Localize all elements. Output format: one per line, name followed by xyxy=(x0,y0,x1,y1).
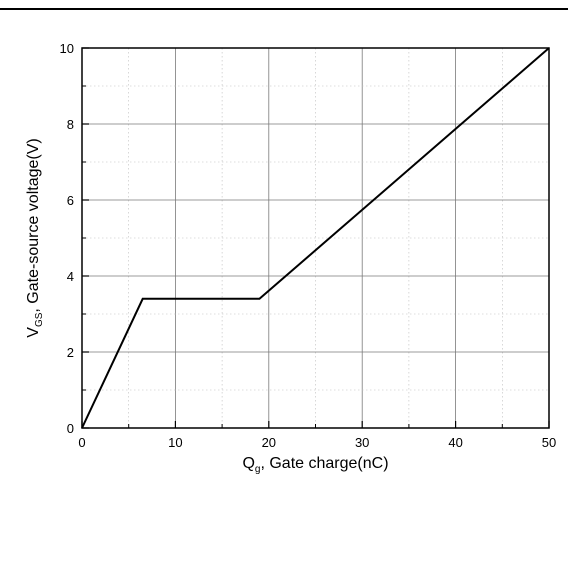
top-rule xyxy=(0,8,568,10)
y-tick-label: 6 xyxy=(67,193,74,208)
x-tick-label: 50 xyxy=(542,435,556,450)
x-tick-labels: 0 10 20 30 40 50 xyxy=(78,435,556,450)
y-tick-label: 10 xyxy=(60,41,74,56)
x-tick-label: 30 xyxy=(355,435,369,450)
x-tick-label: 20 xyxy=(262,435,276,450)
series-line xyxy=(81,47,550,429)
y-tick-label: 2 xyxy=(67,345,74,360)
plot-area-frame xyxy=(81,47,550,429)
x-tick-label: 0 xyxy=(78,435,85,450)
x-axis-title: Qg, Gate charge(nC) xyxy=(242,455,388,475)
y-tick-label: 0 xyxy=(67,421,74,436)
x-tick-label: 10 xyxy=(168,435,182,450)
y-tick-labels: 0 2 4 6 8 10 xyxy=(60,41,74,436)
y-tick-label: 8 xyxy=(67,117,74,132)
y-tick-label: 4 xyxy=(67,269,74,284)
y-axis-title: VGS, Gate-source voltage(V) xyxy=(25,138,45,337)
grid xyxy=(82,48,549,428)
x-tick-label: 40 xyxy=(448,435,462,450)
